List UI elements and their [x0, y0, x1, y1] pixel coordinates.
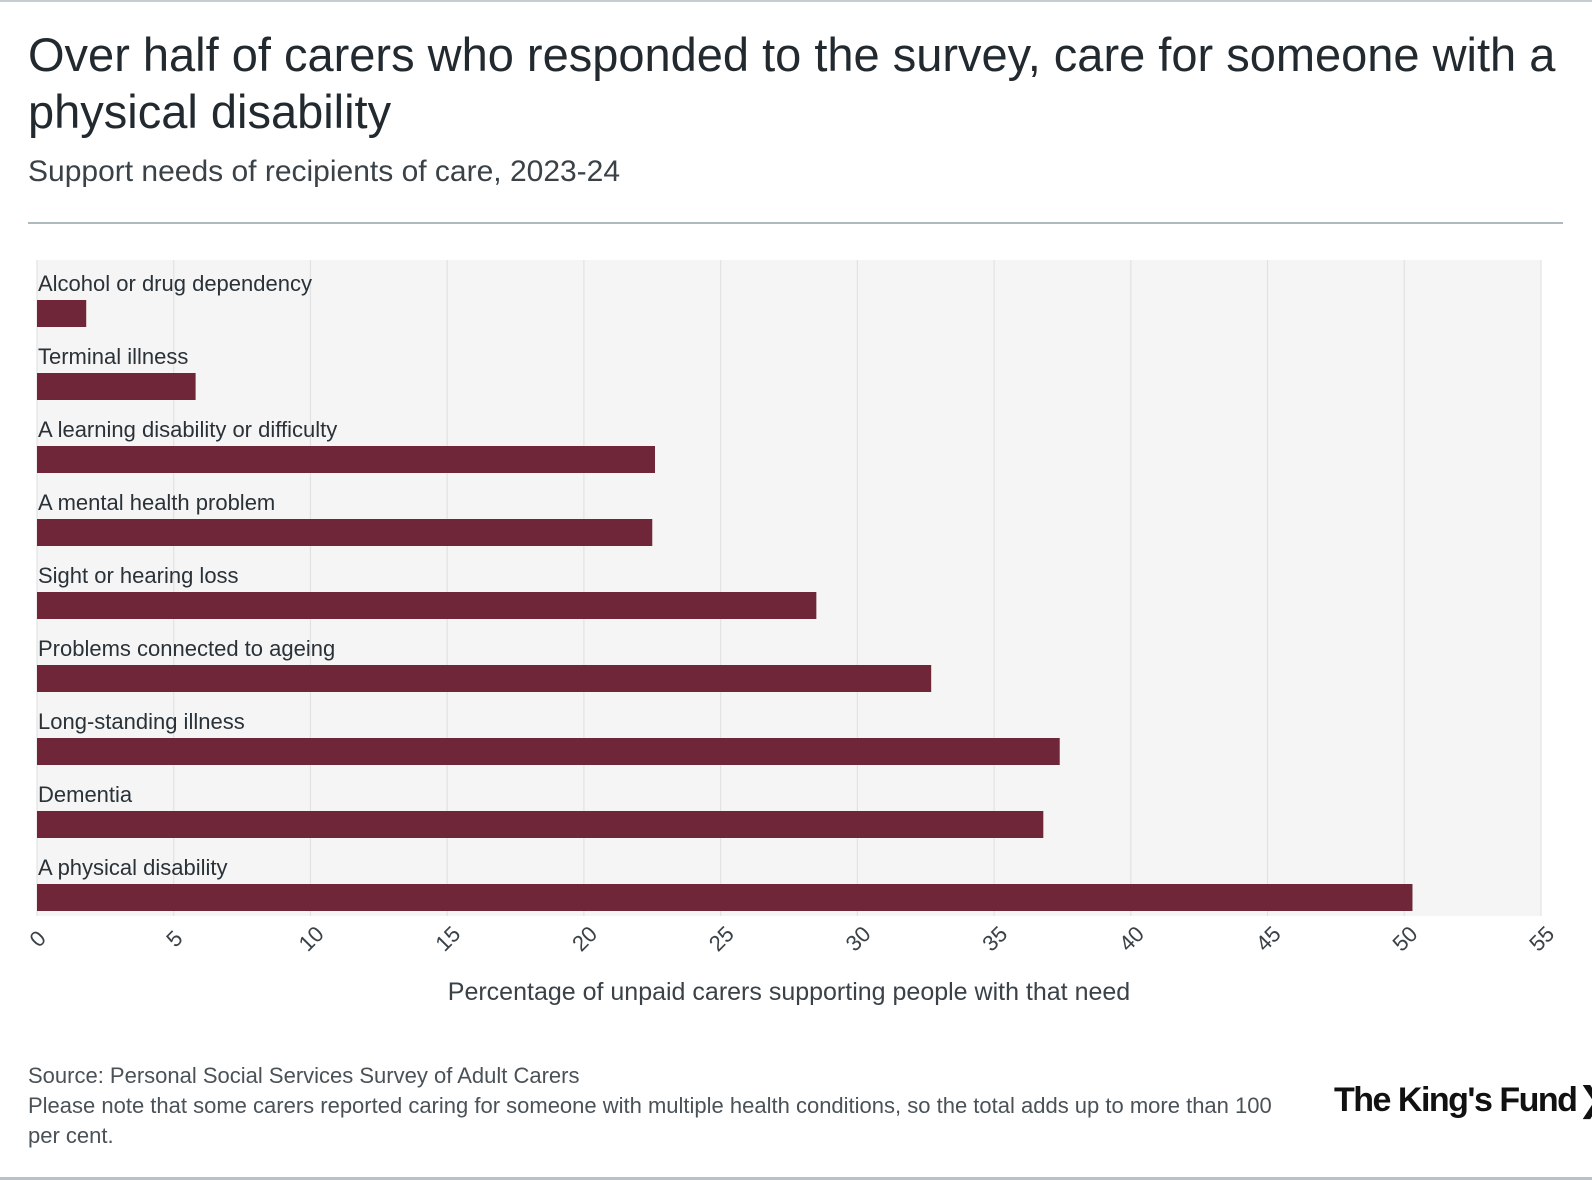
bar — [37, 811, 1044, 838]
x-tick-label: 50 — [1387, 921, 1422, 956]
category-label: Alcohol or drug dependency — [38, 271, 312, 296]
logo-text: The King's Fund — [1334, 1081, 1578, 1119]
x-tick-label: 35 — [977, 921, 1012, 956]
x-tick-label: 55 — [1524, 921, 1559, 956]
source-note: Source: Personal Social Services Survey … — [28, 1063, 580, 1088]
x-tick-label: 30 — [841, 921, 876, 956]
kings-fund-logo: The King's Fund❯ — [1334, 1080, 1592, 1120]
x-tick-label: 45 — [1251, 921, 1286, 956]
category-label: Terminal illness — [38, 344, 188, 369]
footnote: Please note that some carers reported ca… — [28, 1093, 1272, 1148]
x-tick-label: 40 — [1114, 921, 1149, 956]
category-label: Long-standing illness — [38, 709, 245, 734]
bar — [37, 884, 1413, 911]
bar — [37, 300, 87, 327]
category-label: A learning disability or difficulty — [38, 417, 337, 442]
bar — [37, 373, 196, 400]
category-label: Problems connected to ageing — [38, 636, 335, 661]
x-tick-label: 10 — [294, 921, 329, 956]
x-tick-label: 0 — [25, 926, 51, 952]
chart-subtitle: Support needs of recipients of care, 202… — [28, 155, 621, 188]
x-tick-label: 15 — [430, 921, 465, 956]
category-label: Sight or hearing loss — [38, 563, 239, 588]
bar — [37, 446, 656, 473]
bar — [37, 665, 932, 692]
bar — [37, 519, 653, 546]
bar — [37, 738, 1060, 765]
category-label: Dementia — [38, 782, 133, 807]
logo-chevron-icon: ❯ — [1577, 1081, 1592, 1119]
category-label: A physical disability — [38, 855, 228, 880]
x-axis-title: Percentage of unpaid carers supporting p… — [448, 978, 1130, 1006]
bar-chart: 0 5 10 15 20 25 30 35 40 45 50 55 Alcohol or drug de… — [25, 260, 1559, 1006]
bar — [37, 592, 817, 619]
header-divider — [28, 222, 1563, 224]
x-tick-label: 25 — [704, 921, 739, 956]
x-tick-label: 5 — [161, 926, 187, 952]
plot-area — [37, 260, 1541, 916]
chart-title: Over half of carers who responded to the… — [28, 28, 1556, 138]
category-label: A mental health problem — [38, 490, 275, 515]
top-divider — [0, 0, 1592, 2]
x-tick-label: 20 — [567, 921, 602, 956]
bottom-divider — [0, 1177, 1592, 1180]
